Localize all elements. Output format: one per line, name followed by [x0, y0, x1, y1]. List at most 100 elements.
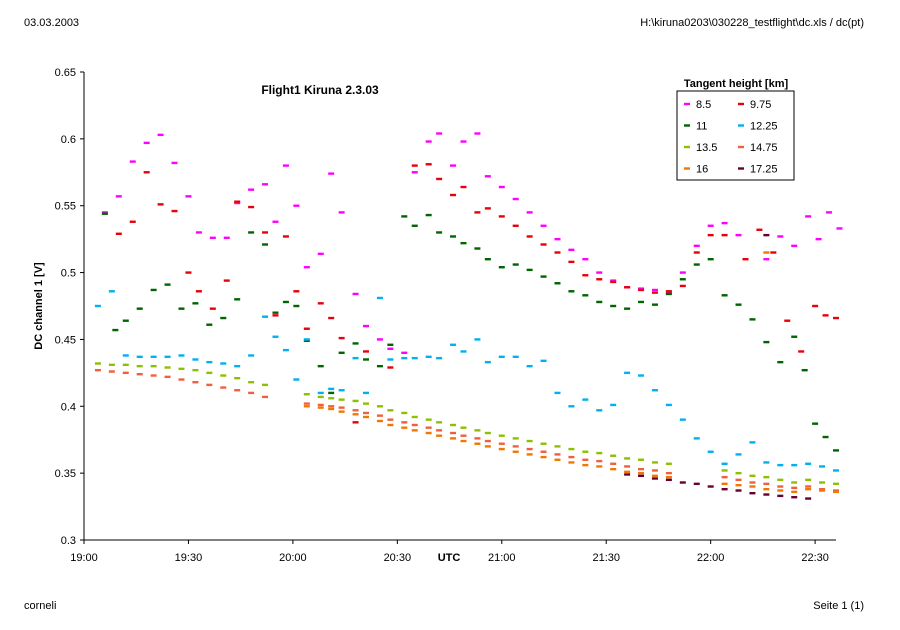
data-point — [679, 284, 686, 288]
data-point — [164, 375, 171, 379]
data-point — [763, 258, 770, 261]
x-tick-label: 19:00 — [70, 552, 98, 564]
data-point — [185, 271, 192, 274]
data-point — [679, 418, 686, 421]
data-point — [651, 291, 658, 294]
data-point — [401, 351, 408, 354]
data-point — [498, 442, 505, 445]
data-point — [387, 418, 394, 421]
data-point — [192, 358, 199, 361]
series-16 — [303, 251, 839, 494]
data-point — [376, 405, 383, 408]
data-point — [498, 447, 505, 451]
data-point — [679, 271, 686, 274]
data-point — [411, 171, 418, 174]
data-point — [735, 453, 742, 456]
data-point — [192, 368, 199, 372]
data-point — [352, 342, 359, 345]
legend-label: 17.25 — [750, 164, 778, 176]
data-point — [777, 235, 784, 238]
data-point — [129, 160, 136, 163]
data-point — [777, 463, 784, 467]
data-point — [568, 260, 575, 264]
data-point — [749, 485, 756, 488]
data-point — [665, 292, 672, 296]
data-point — [460, 241, 467, 245]
data-point — [679, 278, 686, 281]
data-point — [568, 405, 575, 408]
data-point — [693, 244, 700, 248]
data-point — [450, 164, 457, 167]
data-point — [425, 426, 432, 429]
legend-label: 16 — [696, 164, 708, 176]
x-axis-label: UTC — [438, 552, 461, 564]
footer-author: corneli — [24, 600, 57, 612]
data-point — [94, 362, 101, 365]
data-point — [812, 422, 819, 425]
data-point — [474, 247, 481, 250]
data-point — [293, 378, 300, 381]
data-point — [143, 171, 150, 174]
data-point — [157, 203, 164, 206]
header-filepath: H:\kiruna0203\030228_testflight\dc.xls /… — [640, 17, 864, 29]
data-point — [262, 383, 269, 387]
data-point — [425, 140, 432, 143]
data-point — [735, 483, 742, 487]
data-point — [234, 389, 241, 392]
x-tick-label: 20:00 — [279, 552, 307, 564]
data-point — [526, 447, 533, 451]
y-axis-label: DC channel 1 [V] — [33, 262, 45, 350]
data-point — [248, 354, 255, 357]
data-point — [763, 493, 770, 496]
data-point — [220, 316, 227, 320]
data-point — [164, 283, 171, 286]
data-point — [460, 439, 467, 443]
data-point — [512, 224, 519, 227]
data-point — [693, 263, 700, 266]
data-point — [693, 437, 700, 440]
data-point — [721, 469, 728, 472]
data-point — [328, 387, 335, 391]
data-point — [651, 477, 658, 480]
data-point — [721, 294, 728, 297]
data-point — [665, 290, 672, 293]
data-point — [540, 450, 547, 453]
data-point — [833, 449, 839, 452]
y-tick-label: 0.65 — [55, 67, 76, 79]
data-point — [363, 391, 369, 395]
data-point — [425, 213, 432, 217]
data-point — [425, 163, 432, 166]
data-point — [136, 372, 143, 376]
data-point — [108, 370, 115, 373]
data-point — [262, 315, 269, 318]
data-point — [763, 475, 770, 479]
data-point — [293, 204, 300, 207]
data-point — [363, 358, 369, 361]
data-point — [282, 235, 289, 238]
data-point — [248, 381, 255, 384]
data-point — [582, 294, 589, 297]
data-point — [749, 441, 756, 444]
data-point — [679, 481, 686, 484]
data-point — [596, 465, 603, 468]
data-point — [171, 161, 178, 165]
data-point — [206, 371, 213, 375]
data-point — [651, 474, 658, 478]
data-point — [171, 209, 178, 213]
data-point — [693, 482, 700, 486]
data-point — [707, 224, 714, 227]
data-point — [387, 423, 394, 427]
data-point — [352, 421, 359, 424]
data-point — [805, 487, 812, 491]
legend-box — [676, 90, 795, 181]
data-point — [554, 251, 561, 254]
data-point — [721, 487, 728, 491]
data-point — [484, 439, 491, 443]
data-point — [554, 453, 561, 456]
data-point — [178, 367, 185, 371]
legend-title: Tangent height [km] — [684, 78, 789, 90]
series-9-75 — [115, 163, 839, 424]
series-11 — [101, 212, 839, 452]
data-point — [833, 316, 839, 320]
data-point — [303, 327, 310, 330]
